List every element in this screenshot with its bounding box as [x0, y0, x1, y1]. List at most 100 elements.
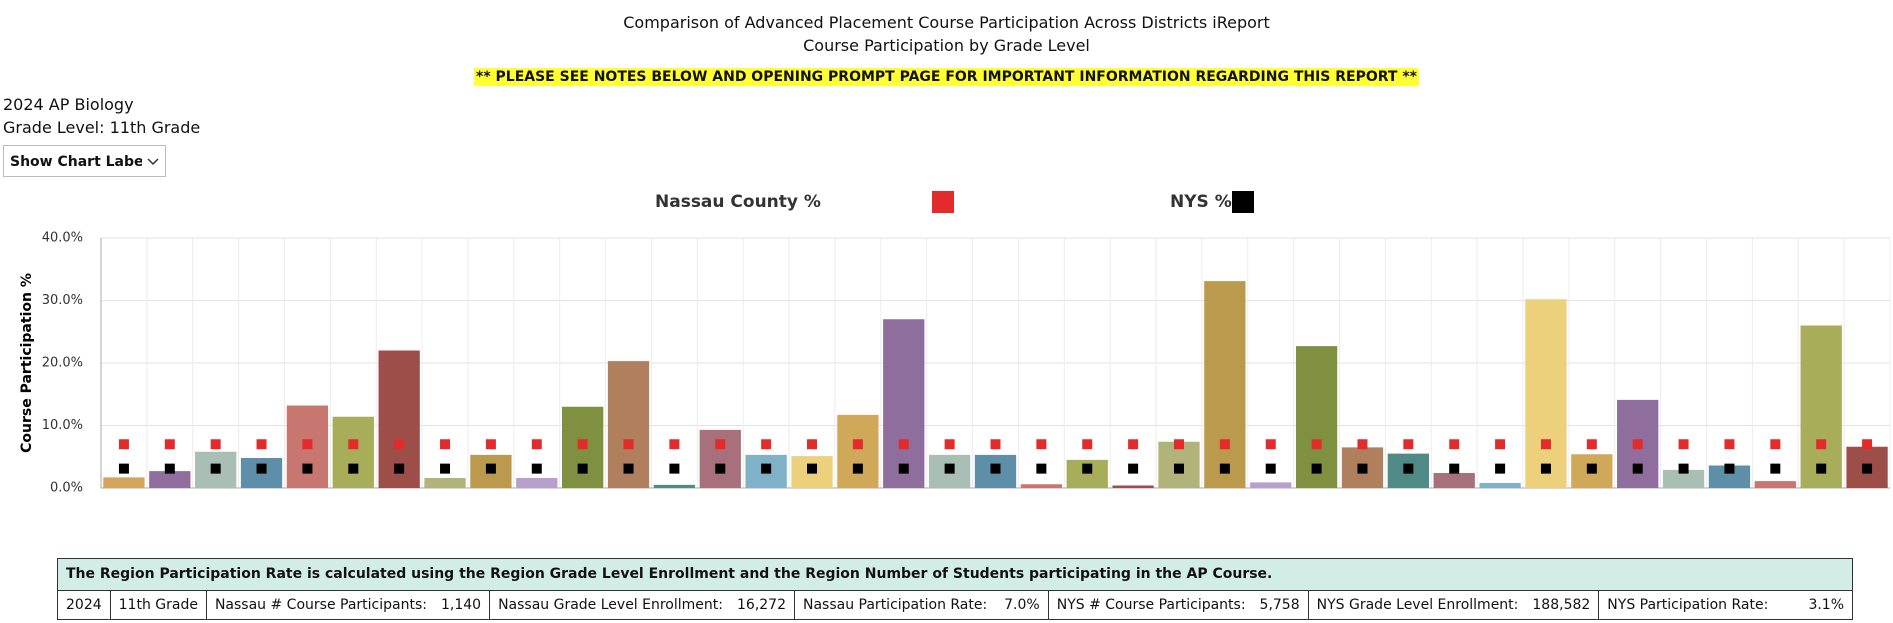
- chevron: [147, 158, 159, 166]
- y-tick-label: 10.0%: [42, 418, 83, 433]
- marker: [1403, 463, 1414, 474]
- marker: [1678, 439, 1689, 450]
- marker: [1357, 463, 1368, 474]
- table-note: The Region Participation Rate is calcula…: [58, 559, 1852, 591]
- bar: [699, 429, 741, 488]
- y-tick-label: 0.0%: [50, 481, 83, 496]
- marker: [394, 463, 405, 474]
- table-cell: 2024: [58, 591, 110, 619]
- marker: [990, 463, 1001, 474]
- marker: [1495, 439, 1506, 450]
- cell-label: Nassau Grade Level Enrollment:: [498, 597, 723, 613]
- marker: [210, 463, 221, 474]
- chart: 0.0% 10.0% 20.0% 30.0% 40.0% Course Participa…: [19, 191, 1891, 496]
- marker: [485, 439, 496, 450]
- cell-text: 11th Grade: [118, 597, 198, 613]
- bar: [332, 416, 374, 488]
- notice-text: ** PLEASE SEE NOTES BELOW AND OPENING PR…: [474, 68, 1419, 86]
- marker: [761, 439, 772, 450]
- marker: [531, 439, 542, 450]
- marker: [164, 439, 175, 450]
- bar: [1800, 325, 1842, 488]
- dropdown[interactable]: Show Chart Labels: [3, 145, 166, 177]
- y-tick-label: 20.0%: [42, 356, 83, 371]
- marker: [164, 463, 175, 474]
- y-axis-label: Course Participation %: [19, 273, 35, 453]
- info-table: The Region Participation Rate is calcula…: [57, 558, 1853, 620]
- cell-value: 16,272: [737, 597, 786, 613]
- table-cell: Nassau # Course Participants: 1,140: [205, 591, 489, 619]
- cell-value: 5,758: [1259, 597, 1300, 613]
- legend-swatch: [1232, 191, 1254, 213]
- bar: [1525, 299, 1567, 488]
- marker: [1311, 439, 1322, 450]
- marker: [944, 463, 955, 474]
- bar: [424, 478, 466, 488]
- cell-label: Nassau Participation Rate:: [803, 597, 988, 613]
- marker: [302, 439, 313, 450]
- cell-value: 3.1%: [1808, 597, 1845, 613]
- marker: [1632, 463, 1643, 474]
- marker: [1586, 463, 1597, 474]
- cell-label: NYS # Course Participants:: [1056, 597, 1246, 613]
- marker: [1586, 439, 1597, 450]
- legend-swatch: [932, 191, 954, 213]
- marker: [1540, 439, 1551, 450]
- cell-text: 2024: [66, 597, 102, 613]
- table-cell: 11th Grade: [109, 591, 206, 619]
- cell-label: NYS Grade Level Enrollment:: [1316, 597, 1519, 613]
- marker: [1724, 463, 1735, 474]
- cell-value: 1,140: [440, 597, 482, 613]
- marker: [1816, 439, 1827, 450]
- cell-label: NYS Participation Rate:: [1607, 597, 1769, 613]
- bar: [837, 414, 879, 488]
- bar: [1020, 484, 1063, 488]
- marker: [669, 463, 680, 474]
- notice: ** PLEASE SEE NOTES BELOW AND OPENING PR…: [0, 66, 1893, 86]
- marker: [1219, 463, 1230, 474]
- marker: [1173, 463, 1184, 474]
- marker: [348, 439, 359, 450]
- dropdown-text: Show Chart Labels: [10, 154, 142, 170]
- marker: [577, 439, 588, 450]
- marker: [1449, 439, 1460, 450]
- marker: [1816, 463, 1827, 474]
- marker: [394, 439, 405, 450]
- bar: [1112, 485, 1154, 488]
- table-cell: Nassau Participation Rate: 7.0%: [794, 591, 1048, 619]
- marker: [1495, 463, 1506, 474]
- marker: [1770, 439, 1781, 450]
- marker: [1632, 439, 1643, 450]
- report-title: Comparison of Advanced Placement Course …: [623, 13, 1270, 32]
- cell-value: 7.0%: [1004, 597, 1040, 613]
- marker: [440, 463, 451, 474]
- table-cell: Nassau Grade Level Enrollment: 16,272: [489, 591, 794, 619]
- y-tick-label: 30.0%: [42, 293, 83, 308]
- marker: [1265, 439, 1276, 450]
- marker: [761, 463, 772, 474]
- marker: [1082, 439, 1093, 450]
- grade: Grade Level: 11th Grade: [3, 118, 201, 137]
- bar: [516, 478, 558, 488]
- legend-label: Nassau County %: [655, 192, 821, 212]
- bar: [883, 319, 925, 488]
- marker: [577, 463, 588, 474]
- marker: [944, 439, 955, 450]
- marker: [210, 439, 221, 450]
- marker: [485, 463, 496, 474]
- course: 2024 AP Biology: [3, 95, 134, 114]
- marker: [852, 439, 863, 450]
- marker: [531, 463, 542, 474]
- marker: [715, 463, 726, 474]
- marker: [1862, 439, 1873, 450]
- y-tick-label: 40.0%: [42, 231, 83, 246]
- bar: [1662, 469, 1705, 488]
- marker: [898, 463, 909, 474]
- marker: [1862, 463, 1873, 474]
- marker: [1678, 463, 1689, 474]
- marker: [715, 439, 726, 450]
- bar: [1754, 481, 1796, 488]
- marker: [1036, 439, 1047, 450]
- marker: [669, 439, 680, 450]
